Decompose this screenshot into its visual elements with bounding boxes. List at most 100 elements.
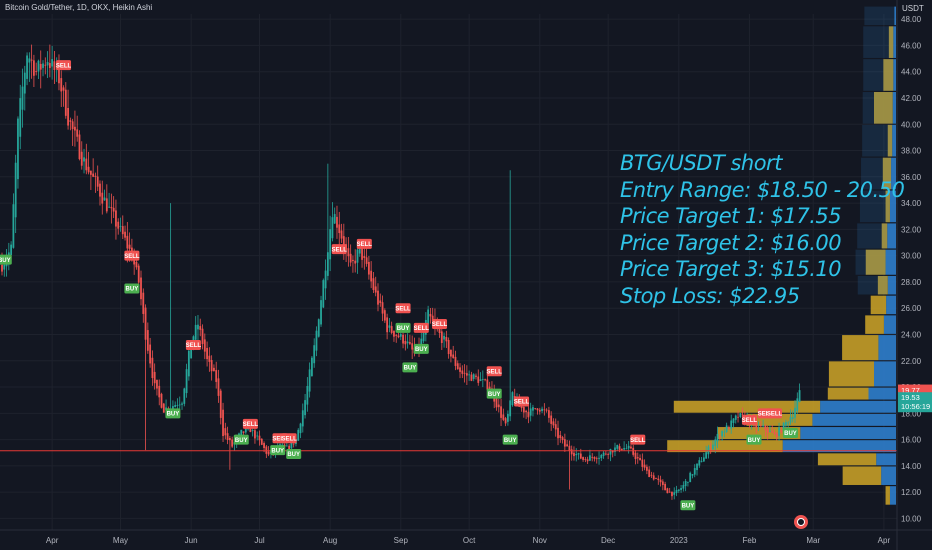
candle-body (21, 86, 24, 110)
candle-body (251, 429, 254, 431)
candle-body (69, 120, 72, 122)
candle-body (778, 427, 780, 436)
candle-body (443, 335, 445, 340)
candle-body (135, 261, 138, 268)
y-tick-label: 14.00 (901, 462, 922, 471)
candle-body (331, 217, 334, 239)
candle-body (172, 406, 174, 409)
candle-body (228, 437, 231, 441)
signal-tag-label: SELL (272, 436, 288, 442)
candle-body (381, 302, 384, 314)
vp-bar-down (885, 190, 890, 223)
candle-body (420, 338, 423, 348)
candle-body (153, 371, 156, 384)
vp-bar-down (842, 335, 879, 361)
candle-body (689, 472, 692, 483)
candle-body (71, 121, 74, 130)
signal-tag-label: BUY (397, 326, 410, 332)
candle-body (452, 354, 455, 358)
signal-tag-bg (124, 250, 140, 261)
candle-body (429, 313, 432, 317)
countdown-label: 10:56:19 (901, 402, 930, 411)
candle-body (582, 457, 584, 460)
candle-body (306, 385, 309, 405)
candle-body (616, 445, 619, 449)
candle-body (267, 451, 270, 455)
candle-body (762, 425, 765, 427)
candle-body (714, 439, 717, 447)
vp-bar-shadow (857, 223, 888, 249)
candle-body (766, 428, 769, 433)
candle-body (146, 330, 149, 351)
candle-body (354, 260, 357, 264)
candle-body (709, 448, 712, 450)
vp-bar-down (882, 157, 892, 190)
candle-body (242, 431, 245, 433)
grid (0, 14, 897, 530)
vp-bar-down (827, 387, 869, 400)
candle-body (488, 386, 491, 390)
sell-signal: SELL (630, 434, 646, 445)
signal-tag-label: BUY (682, 503, 695, 509)
candle-body (329, 229, 332, 260)
candle-body (529, 408, 532, 416)
candle-body (602, 452, 605, 456)
candle-body (511, 392, 514, 406)
candle-body (149, 344, 152, 364)
candle-body (222, 409, 224, 437)
candle-body (712, 444, 714, 450)
annotation-line-1: BTG/USDT short (620, 151, 782, 175)
vp-bar-up (894, 6, 896, 26)
current-price-label: 19.53 (901, 393, 920, 402)
y-tick-label: 16.00 (901, 436, 922, 445)
candle-body (365, 257, 368, 264)
candle-body (691, 474, 694, 476)
signal-tag-label: BUY (488, 392, 501, 398)
candle-body (105, 198, 108, 212)
candle-body (187, 350, 190, 377)
volume-profile (667, 6, 896, 505)
y-tick-label: 26.00 (901, 304, 922, 313)
signal-tag-label: SELL (332, 247, 348, 253)
candle-body (468, 374, 471, 376)
signal-tag-bg (281, 433, 297, 444)
candle-body (794, 407, 796, 418)
candle-body (536, 408, 539, 411)
candle-body (620, 448, 623, 450)
vp-bar-down (877, 275, 888, 295)
candle-body (10, 244, 13, 256)
signal-tag-label: BUY (404, 366, 417, 372)
y-tick-label: 30.00 (901, 252, 922, 261)
candle-body (176, 405, 179, 406)
candle-body (454, 356, 457, 366)
buy-signal: BUY (233, 434, 249, 445)
candle-body (728, 427, 730, 430)
signal-tag-label: BUY (748, 438, 761, 444)
signal-tag-bg (331, 244, 347, 255)
buy-signal: BUY (395, 322, 411, 333)
candle-body (402, 334, 404, 344)
candle-body (798, 390, 801, 403)
candle-body (677, 489, 680, 491)
x-tick-label: Dec (601, 536, 615, 545)
candle-body (142, 292, 145, 314)
replay-badge-icon[interactable] (794, 515, 808, 529)
candle-body (349, 253, 352, 263)
candle-body (475, 375, 477, 377)
candle-body (361, 247, 363, 260)
candle-body (427, 309, 430, 325)
candle-body (645, 466, 648, 471)
signal-tag-label: SELL (357, 242, 373, 248)
candle-body (124, 231, 126, 238)
candle-body (174, 405, 177, 407)
candle-body (44, 64, 47, 66)
candle-body (757, 425, 760, 427)
candle-body (290, 441, 293, 449)
candle-body (19, 98, 22, 137)
candle-body (664, 483, 667, 491)
candle-body (74, 126, 76, 131)
candle-body (470, 374, 473, 381)
signal-tag-label: SELL (243, 422, 259, 428)
candle-body (51, 59, 54, 67)
